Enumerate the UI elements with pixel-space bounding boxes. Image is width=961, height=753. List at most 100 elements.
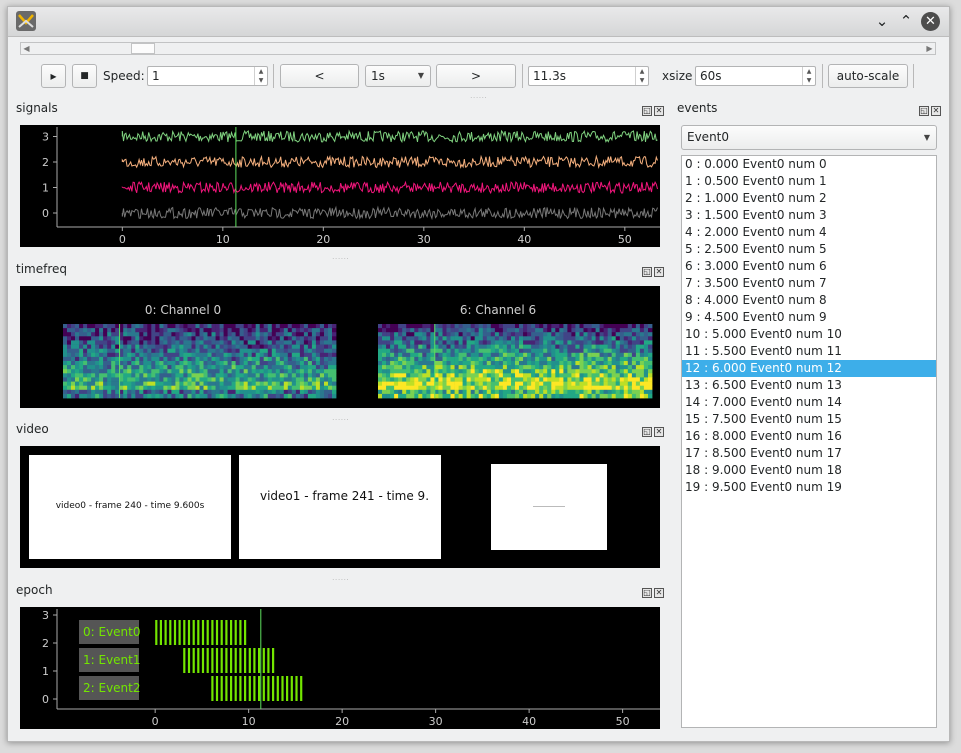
play-button[interactable]: ▸	[41, 64, 66, 88]
float-icon[interactable]: ◱	[642, 106, 652, 116]
heatmap-cell	[231, 356, 236, 362]
heatmap-cell	[255, 344, 261, 350]
heatmap-cell	[75, 373, 80, 378]
previous-step-button[interactable]: <	[280, 64, 359, 88]
event-list-item[interactable]: 2 : 1.000 Event0 num 2	[685, 191, 827, 205]
float-icon[interactable]: ◱	[642, 588, 652, 598]
heatmap-cell	[639, 389, 645, 395]
heatmap-cell	[99, 324, 104, 329]
xsize-spinbox[interactable]: 60s ▲ ▼	[695, 66, 816, 86]
event-list-item[interactable]: 15 : 7.500 Event0 num 15	[685, 412, 842, 426]
event-list-item[interactable]: 17 : 8.500 Event0 num 17	[685, 446, 842, 460]
event-list-item[interactable]: 14 : 7.000 Event0 num 14	[685, 395, 842, 409]
heatmap-cell	[378, 393, 383, 399]
event-list-item[interactable]: 18 : 9.000 Event0 num 18	[685, 463, 842, 477]
event-list-item[interactable]: 6 : 3.000 Event0 num 6	[685, 259, 827, 273]
close-icon[interactable]: ✕	[654, 267, 664, 277]
maximize-chevron-up-icon[interactable]: ⌃	[899, 12, 913, 30]
video-frame-0: video0 - frame 240 - time 9.600s	[29, 455, 231, 559]
heatmap-cell	[591, 381, 596, 387]
event-list-item[interactable]: 8 : 4.000 Event0 num 8	[685, 293, 827, 307]
heatmap-cell	[563, 340, 568, 345]
heatmap-cell	[587, 369, 592, 374]
heatmap-cell	[579, 344, 584, 350]
close-icon[interactable]: ✕	[931, 106, 941, 116]
heatmap-cell	[311, 344, 317, 350]
event-type-dropdown[interactable]: Event0 ▼	[681, 125, 937, 150]
scroll-left-icon[interactable]: ◀	[23, 44, 30, 53]
float-icon[interactable]: ◱	[642, 267, 652, 277]
spin-arrows-icon[interactable]: ▲ ▼	[635, 67, 648, 85]
heatmap-cell	[91, 377, 96, 382]
heatmap-cell	[171, 344, 176, 350]
scrollbar-thumb[interactable]	[131, 43, 155, 54]
event-list-item[interactable]: 13 : 6.500 Event0 num 13	[685, 378, 842, 392]
time-spinbox[interactable]: 11.3s ▲ ▼	[528, 66, 649, 86]
signals-plot[interactable]: 3 2 1 0 0 10 20 30 40 50	[20, 125, 660, 247]
splitter-handle[interactable]: ......	[470, 93, 488, 100]
event-list-item[interactable]: 11 : 5.500 Event0 num 11	[685, 344, 842, 358]
heatmap-cell	[147, 328, 152, 333]
heatmap-cell	[458, 328, 463, 333]
heatmap-cell	[263, 352, 269, 358]
scroll-right-icon[interactable]: ▶	[926, 44, 933, 53]
float-icon[interactable]: ◱	[919, 106, 929, 116]
heatmap-cell	[215, 340, 220, 345]
step-size-dropdown[interactable]: 1s ▼	[365, 65, 431, 87]
splitter-handle[interactable]: ......	[332, 254, 350, 261]
minimize-chevron-down-icon[interactable]: ⌄	[875, 12, 889, 30]
event-list-item[interactable]: 0 : 0.000 Event0 num 0	[685, 157, 827, 171]
splitter-handle[interactable]: ......	[332, 575, 350, 582]
heatmap-cell	[446, 373, 451, 378]
heatmap-cell	[195, 328, 200, 333]
timefreq-plot[interactable]: 0: Channel 0 6: Channel 6	[20, 286, 660, 408]
next-step-button[interactable]: >	[436, 64, 516, 88]
heatmap-cell	[103, 348, 108, 354]
heatmap-cell	[275, 340, 281, 345]
float-icon[interactable]: ◱	[642, 427, 652, 437]
heatmap-cell	[107, 340, 112, 345]
auto-scale-button[interactable]: auto-scale	[828, 64, 908, 88]
heatmap-cell	[328, 340, 333, 345]
heatmap-cell	[103, 340, 108, 345]
event-list-item[interactable]: 19 : 9.500 Event0 num 19	[685, 480, 842, 494]
events-list[interactable]: 0 : 0.000 Event0 num 0 1 : 0.500 Event0 n…	[681, 155, 937, 728]
heatmap-cell	[163, 389, 168, 395]
event-list-item[interactable]: 12 : 6.000 Event0 num 12	[682, 360, 936, 377]
event-list-item[interactable]: 5 : 2.500 Event0 num 5	[685, 242, 827, 256]
splitter-handle[interactable]: ......	[332, 415, 350, 422]
heatmap-cell	[103, 381, 108, 387]
spin-arrows-icon[interactable]: ▲ ▼	[254, 67, 267, 85]
heatmap-cell	[623, 340, 629, 345]
speed-spinbox[interactable]: 1 ▲ ▼	[147, 66, 268, 86]
heatmap-cell	[511, 324, 516, 329]
event-list-item[interactable]: 16 : 8.000 Event0 num 16	[685, 429, 842, 443]
heatmap-cell	[639, 369, 645, 374]
heatmap-cell	[414, 336, 419, 341]
heatmap-cell	[639, 324, 645, 329]
event-list-item[interactable]: 3 : 1.500 Event0 num 3	[685, 208, 827, 222]
close-icon[interactable]: ✕	[921, 12, 940, 31]
heatmap-cell	[498, 381, 504, 387]
event-list-item[interactable]: 1 : 0.500 Event0 num 1	[685, 174, 827, 188]
event-list-item[interactable]: 9 : 4.500 Event0 num 9	[685, 310, 827, 324]
event-list-item[interactable]: 7 : 3.500 Event0 num 7	[685, 276, 827, 290]
event-list-item[interactable]: 4 : 2.000 Event0 num 4	[685, 225, 827, 239]
epoch-plot[interactable]: 3 2 1 0 0 10 20 30 40 50 0: Event0 1: Event1 2: Even…	[20, 607, 660, 729]
close-icon[interactable]: ✕	[654, 106, 664, 116]
horizontal-scrollbar[interactable]: ◀ ▶	[20, 42, 936, 55]
event-list-item[interactable]: 10 : 5.000 Event0 num 10	[685, 327, 842, 341]
close-icon[interactable]: ✕	[654, 427, 664, 437]
heatmap-cell	[167, 324, 172, 329]
heatmap-cell	[243, 324, 249, 329]
stop-button[interactable]: ■	[72, 64, 97, 88]
heatmap-cell	[490, 373, 496, 378]
heatmap-cell	[328, 332, 333, 337]
epoch-label-1: 1: Event1	[83, 653, 141, 667]
close-icon[interactable]: ✕	[654, 588, 664, 598]
heatmap-cell	[175, 348, 180, 354]
heatmap-cell	[599, 340, 604, 345]
heatmap-cell	[235, 381, 240, 387]
spin-arrows-icon[interactable]: ▲ ▼	[802, 67, 815, 85]
heatmap-cell	[402, 369, 407, 374]
